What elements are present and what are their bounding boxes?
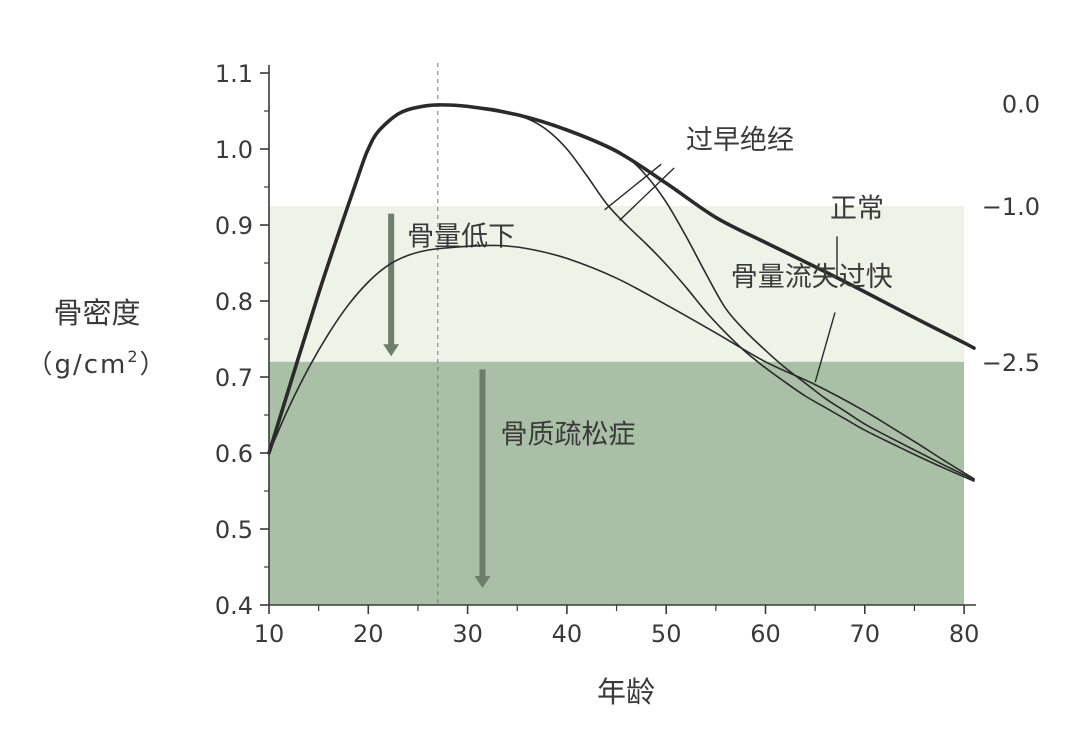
- y-tick-label: 0.9: [215, 212, 253, 240]
- x-tick-label: 20: [353, 620, 384, 648]
- osteopenia-label: 骨量低下: [407, 222, 515, 253]
- x-tick-label: 70: [850, 620, 881, 648]
- y-axis-unit-sup: 2: [127, 347, 139, 366]
- tick-labels-layer: 0.4 0.5 0.6 0.7 0.8 0.9 1.0 1.1 10 20 30 40 50 60 70 80: [215, 60, 980, 648]
- y-tick-label: 1.1: [215, 60, 253, 88]
- x-tick-label: 40: [552, 620, 583, 648]
- premature-menopause-annotation-label: 过早绝经: [686, 125, 794, 156]
- y-axis-title: 骨密度: [53, 296, 140, 330]
- zone-arrows-layer: [383, 213, 491, 588]
- premature-menopause-pointer-1: [604, 163, 662, 211]
- y-axis-unit-base: g/cm: [54, 350, 127, 380]
- y-tick-label: 0.4: [215, 592, 253, 620]
- right-axis-label: −2.5: [982, 349, 1040, 377]
- annotation-pointers-layer: [604, 163, 838, 383]
- normal-annotation-label: 正常: [830, 193, 884, 224]
- y-axis-unit-open: （: [26, 350, 54, 380]
- y-tick-label: 0.5: [215, 516, 253, 544]
- rapid-bone-loss-pointer-1: [814, 312, 836, 383]
- y-axis-unit-close: ）: [140, 350, 168, 380]
- y-tick-label: 0.7: [215, 364, 253, 392]
- x-tick-label: 80: [949, 620, 980, 648]
- x-tick-label: 60: [750, 620, 781, 648]
- x-axis-title: 年龄: [597, 675, 655, 709]
- premature-menopause-pointer-2: [619, 167, 675, 221]
- low-bone-mass-curve: [268, 244, 975, 480]
- rapid-bone-loss-annotation-label: 骨量流失过快: [731, 262, 893, 293]
- osteoporosis-zone: [269, 361, 964, 605]
- y-tick-label: 1.0: [215, 136, 253, 164]
- axes-layer: [260, 65, 976, 614]
- x-tick-label: 10: [254, 620, 285, 648]
- x-tick-label: 30: [452, 620, 483, 648]
- osteopenia-arrow-head: [383, 344, 400, 357]
- right-axis-label: 0.0: [1002, 90, 1040, 118]
- right-axis-labels-layer: 0.0 −1.0 −2.5: [982, 90, 1040, 376]
- premature-menopause-curve: [466, 105, 975, 482]
- y-tick-label: 0.8: [215, 288, 253, 316]
- right-axis-label: −1.0: [982, 193, 1040, 221]
- y-axis-unit: （g/cm2）: [26, 347, 167, 380]
- osteoporosis-label: 骨质疏松症: [500, 419, 635, 450]
- osteoporosis-arrow-head: [474, 576, 491, 588]
- y-tick-label: 0.6: [215, 440, 253, 468]
- x-tick-label: 50: [651, 620, 682, 648]
